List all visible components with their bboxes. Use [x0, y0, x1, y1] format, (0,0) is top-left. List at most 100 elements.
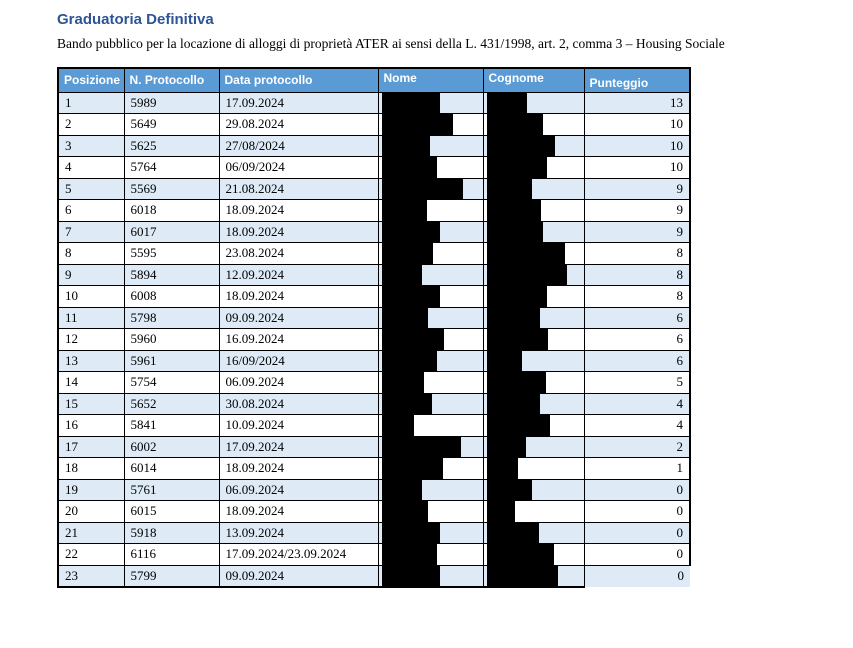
cell-protocollo: 5960 — [124, 328, 220, 351]
ranking-table: Posizione N. Protocollo Data protocollo … — [57, 67, 691, 588]
cell-punteggio: 9 — [584, 178, 691, 200]
cell-data-protocollo: 30.08.2024 — [219, 393, 379, 415]
table-row: 9 5894 12.09.2024 8 — [57, 264, 691, 286]
cell-cognome — [483, 328, 585, 351]
cell-data-protocollo: 16/09/2024 — [219, 350, 379, 372]
cell-data-protocollo: 06/09/2024 — [219, 156, 379, 179]
redacted-nome-box — [381, 522, 440, 543]
cell-data-protocollo: 17.09.2024 — [219, 436, 379, 458]
cell-nome — [378, 242, 484, 265]
cell-data-protocollo: 18.09.2024 — [219, 285, 379, 308]
table-row: 8 5595 23.08.2024 8 — [57, 242, 691, 265]
redacted-cognome-box — [486, 307, 540, 328]
cell-protocollo: 5961 — [124, 350, 220, 372]
cell-protocollo: 6018 — [124, 199, 220, 222]
cell-protocollo: 5798 — [124, 307, 220, 329]
redacted-nome-box — [381, 157, 437, 178]
cell-nome — [378, 92, 484, 114]
table-row: 1 5989 17.09.2024 13 — [57, 92, 691, 114]
column-header-posizione: Posizione — [57, 67, 125, 93]
redacted-cognome-box — [486, 415, 550, 436]
cell-data-protocollo: 09.09.2024 — [219, 307, 379, 329]
cell-punteggio: 0 — [584, 543, 691, 566]
cell-protocollo: 6008 — [124, 285, 220, 308]
column-header-data-protocollo: Data protocollo — [219, 67, 379, 93]
redacted-cognome-box — [486, 221, 543, 242]
cell-punteggio: 10 — [584, 156, 691, 179]
cell-protocollo: 5595 — [124, 242, 220, 265]
cell-punteggio: 0 — [584, 479, 691, 501]
cell-protocollo: 5754 — [124, 371, 220, 394]
cell-data-protocollo: 12.09.2024 — [219, 264, 379, 286]
redacted-nome-box — [381, 372, 424, 393]
cell-protocollo: 5989 — [124, 92, 220, 114]
cell-cognome — [483, 543, 585, 566]
cell-nome — [378, 457, 484, 480]
cell-cognome — [483, 156, 585, 179]
redacted-cognome-box — [486, 501, 515, 522]
cell-nome — [378, 178, 484, 200]
cell-data-protocollo: 29.08.2024 — [219, 113, 379, 136]
redacted-nome-box — [381, 501, 428, 522]
document-page: Graduatoria Definitiva Bando pubblico pe… — [57, 11, 725, 588]
table-row: 14 5754 06.09.2024 5 — [57, 371, 691, 394]
cell-nome — [378, 307, 484, 329]
cell-protocollo: 5764 — [124, 156, 220, 179]
redacted-cognome-box — [486, 264, 567, 285]
cell-punteggio: 6 — [584, 350, 691, 372]
cell-posizione: 22 — [57, 543, 125, 566]
cell-punteggio: 8 — [584, 242, 691, 265]
cell-protocollo: 6116 — [124, 543, 220, 566]
cell-data-protocollo: 09.09.2024 — [219, 565, 379, 588]
cell-punteggio: 4 — [584, 393, 691, 415]
table-row: 3 5625 27/08/2024 10 — [57, 135, 691, 157]
redacted-nome-box — [381, 178, 463, 199]
cell-nome — [378, 199, 484, 222]
cell-nome — [378, 479, 484, 501]
cell-cognome — [483, 264, 585, 286]
cell-nome — [378, 135, 484, 157]
cell-cognome — [483, 565, 585, 588]
cell-cognome — [483, 242, 585, 265]
cell-punteggio: 10 — [584, 113, 691, 136]
cell-posizione: 14 — [57, 371, 125, 394]
cell-nome — [378, 371, 484, 394]
table-row: 15 5652 30.08.2024 4 — [57, 393, 691, 415]
table-row: 10 6008 18.09.2024 8 — [57, 285, 691, 308]
cell-nome — [378, 522, 484, 544]
redacted-nome-box — [381, 329, 444, 350]
redacted-cognome-box — [486, 522, 539, 543]
cell-posizione: 23 — [57, 565, 125, 588]
cell-posizione: 17 — [57, 436, 125, 458]
cell-protocollo: 6015 — [124, 500, 220, 523]
redacted-cognome-box — [486, 200, 541, 221]
cell-punteggio: 13 — [584, 92, 691, 114]
table-row: 5 5569 21.08.2024 9 — [57, 178, 691, 200]
cell-posizione: 11 — [57, 307, 125, 329]
redacted-cognome-box — [486, 436, 526, 457]
cell-posizione: 6 — [57, 199, 125, 222]
cell-cognome — [483, 350, 585, 372]
table-header-row: Posizione N. Protocollo Data protocollo … — [57, 67, 691, 93]
cell-data-protocollo: 18.09.2024 — [219, 221, 379, 243]
cell-posizione: 18 — [57, 457, 125, 480]
cell-posizione: 4 — [57, 156, 125, 179]
cell-protocollo: 5799 — [124, 565, 220, 588]
cell-cognome — [483, 500, 585, 523]
redacted-cognome-box — [486, 372, 546, 393]
cell-cognome — [483, 285, 585, 308]
cell-punteggio: 6 — [584, 328, 691, 351]
page-subtitle: Bando pubblico per la locazione di allog… — [57, 36, 725, 51]
cell-data-protocollo: 06.09.2024 — [219, 479, 379, 501]
table-row: 17 6002 17.09.2024 2 — [57, 436, 691, 458]
redacted-nome-box — [381, 243, 433, 264]
redacted-cognome-box — [486, 286, 547, 307]
table-row: 23 5799 09.09.2024 0 — [57, 565, 690, 588]
redacted-nome-box — [381, 114, 453, 135]
table-row: 4 5764 06/09/2024 10 — [57, 156, 691, 179]
redacted-nome-box — [381, 221, 440, 242]
cell-posizione: 7 — [57, 221, 125, 243]
cell-cognome — [483, 393, 585, 415]
redacted-nome-box — [381, 92, 440, 113]
table-body: 1 5989 17.09.2024 13 2 5649 29.08.2024 1… — [57, 92, 691, 588]
